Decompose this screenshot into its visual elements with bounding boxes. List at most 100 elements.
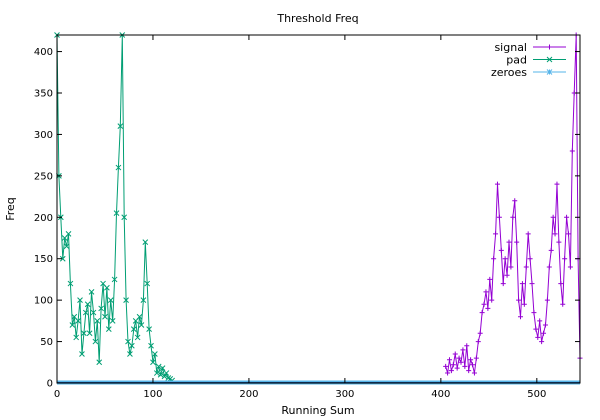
series-signal-point-5 xyxy=(452,351,458,357)
series-pad-point-45 xyxy=(140,297,147,303)
series-pad-point-23 xyxy=(98,305,104,312)
series-pad-point-32 xyxy=(115,164,122,171)
series-signal-point-14 xyxy=(470,362,476,368)
series-pad-point-21 xyxy=(94,318,101,324)
series-signal-point-41 xyxy=(521,301,527,307)
series-pad-point-36 xyxy=(123,297,129,303)
series-signal-point-28 xyxy=(496,214,502,220)
series-pad-point-18 xyxy=(88,289,95,295)
series-pad-point-26 xyxy=(104,284,110,291)
series-signal-point-63 xyxy=(564,214,570,220)
series-pad-point-46 xyxy=(142,239,149,245)
series-pad-point-19 xyxy=(90,309,97,316)
y-tick-label-1: 50 xyxy=(40,337,53,348)
series-signal-point-9 xyxy=(460,347,466,353)
x-tick-label-1: 100 xyxy=(143,389,162,400)
series-signal-point-42 xyxy=(523,264,529,270)
series-signal-point-52 xyxy=(542,322,548,328)
series-signal-point-49 xyxy=(537,318,543,324)
series-pad-point-10 xyxy=(73,334,80,341)
series-signal-point-40 xyxy=(519,281,525,287)
y-tick-label-4: 200 xyxy=(34,213,53,224)
series-signal-point-39 xyxy=(518,314,524,320)
series-signal-point-26 xyxy=(493,231,499,237)
plot-frame xyxy=(56,34,581,384)
series-signal-point-1 xyxy=(445,370,451,376)
series-pad-point-11 xyxy=(75,318,81,324)
series-pad-point-30 xyxy=(111,276,118,283)
series-pad-point-48 xyxy=(146,326,152,332)
series-signal-point-18 xyxy=(477,330,483,336)
series-signal xyxy=(443,32,583,376)
y-axis-label: Freq xyxy=(4,197,17,221)
series-signal-point-29 xyxy=(498,247,504,253)
series-pad-point-44 xyxy=(138,322,145,328)
series-pad-point-7 xyxy=(67,280,74,287)
chart-title: Threshold Freq xyxy=(276,12,358,25)
series-pad-point-33 xyxy=(117,123,124,129)
series-signal-point-4 xyxy=(450,362,456,368)
series-pad-point-3 xyxy=(59,255,66,262)
legend-label-signal: signal xyxy=(494,41,527,54)
series-signal-point-66 xyxy=(569,148,575,154)
legend-marker-pad xyxy=(546,56,553,63)
series-signal-point-38 xyxy=(516,297,522,303)
series-signal-point-54 xyxy=(546,264,552,270)
series-signal-point-36 xyxy=(512,198,518,204)
series-signal-point-51 xyxy=(541,330,547,336)
series-signal-point-58 xyxy=(554,181,560,187)
series-signal-point-27 xyxy=(494,181,500,187)
x-axis-label: Running Sum xyxy=(281,404,354,417)
series-signal-point-6 xyxy=(454,365,460,371)
series-signal-point-32 xyxy=(504,272,510,278)
series-signal-point-50 xyxy=(539,339,545,345)
x-tick-label-3: 300 xyxy=(335,389,354,400)
series-signal-point-10 xyxy=(462,363,468,369)
series-pad-point-55 xyxy=(159,365,166,371)
series-pad-point-53 xyxy=(155,363,162,370)
series-pad-point-13 xyxy=(79,351,85,357)
series-signal-point-43 xyxy=(525,231,531,237)
series-pad-point-28 xyxy=(107,297,114,303)
axis-layer: 0 100 200 300 400 500 0 50 100 150 200 250 300 350 400 xyxy=(34,35,580,400)
series-signal-point-48 xyxy=(535,334,541,340)
series-signal-point-60 xyxy=(558,281,564,287)
series-signal-point-8 xyxy=(458,359,464,365)
series-pad-point-31 xyxy=(113,210,120,216)
series-pad-point-17 xyxy=(86,330,93,337)
series-signal-point-24 xyxy=(489,297,495,303)
series-signal-point-11 xyxy=(464,343,470,349)
series-pad-point-47 xyxy=(144,280,151,287)
y-tick-label-8: 400 xyxy=(34,47,53,58)
series-signal-point-53 xyxy=(544,297,550,303)
series-signal-point-56 xyxy=(550,214,556,220)
series-pad-point-52 xyxy=(153,370,160,376)
series-signal-point-22 xyxy=(485,305,491,311)
series-signal-point-61 xyxy=(560,301,566,307)
series-signal-point-31 xyxy=(502,256,508,262)
series-pad-point-25 xyxy=(102,313,108,320)
series-signal-point-2 xyxy=(446,357,452,363)
series-signal-point-34 xyxy=(508,264,514,270)
series-pad-point-29 xyxy=(109,318,116,324)
series-pad-point-43 xyxy=(136,313,143,320)
series-pad-point-16 xyxy=(84,301,91,308)
series-signal-point-13 xyxy=(468,357,474,363)
series-pad-point-39 xyxy=(128,342,135,349)
series-pad-point-42 xyxy=(134,334,141,341)
y-tick-label-6: 300 xyxy=(34,130,53,141)
y-tick-label-2: 100 xyxy=(34,296,53,307)
series-pad-point-56 xyxy=(161,373,168,380)
series-signal-point-37 xyxy=(514,239,520,245)
x-tick-label-4: 400 xyxy=(431,389,450,400)
series-pad-point-5 xyxy=(63,243,70,250)
series-signal-point-33 xyxy=(506,239,512,245)
legend-marker-zeroes xyxy=(546,69,553,75)
series-pad-point-40 xyxy=(130,326,137,332)
series-signal-point-17 xyxy=(475,339,481,345)
series-signal-point-16 xyxy=(473,355,479,361)
series-signal-point-19 xyxy=(479,310,485,316)
y-tick-label-0: 0 xyxy=(47,379,53,390)
